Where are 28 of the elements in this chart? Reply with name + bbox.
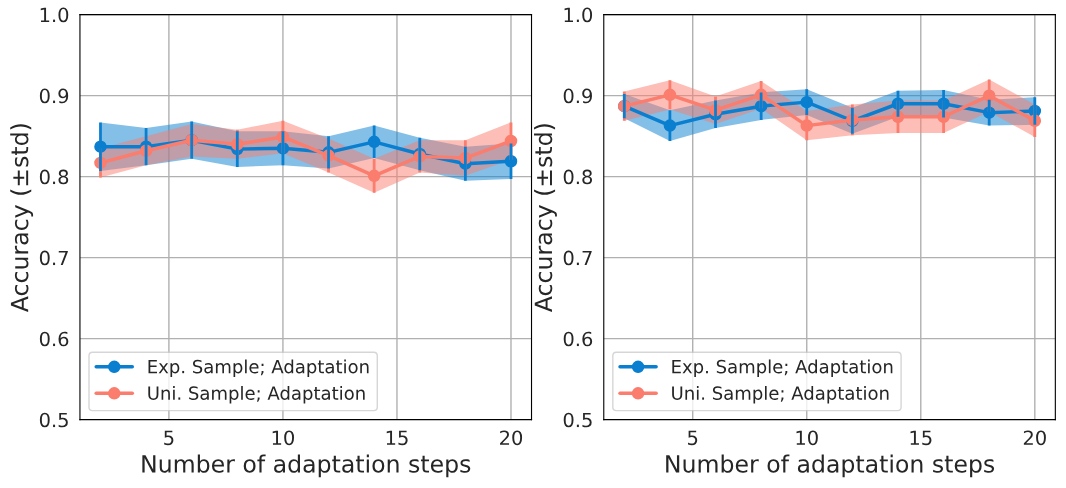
- y-tick-label: 1.0: [564, 7, 593, 23]
- y-tick-label: 0.5: [39, 412, 68, 428]
- x-axis-title: Number of adaptation steps: [142, 454, 471, 478]
- x-axis-title: Number of adaptation steps: [666, 454, 995, 478]
- legend-label: Exp. Sample; Adaptation: [148, 359, 369, 377]
- legend-label: Exp. Sample; Adaptation: [672, 359, 893, 377]
- x-tick-label: 20: [1023, 430, 1046, 446]
- y-axis-title: Accuracy (±std): [534, 124, 557, 312]
- x-tick-label: 5: [164, 430, 174, 446]
- y-tick-label: 0.6: [563, 331, 593, 347]
- y-tick-label: 0.9: [563, 88, 592, 104]
- y-tick-label: 0.7: [39, 250, 68, 266]
- x-tick-label: 15: [910, 430, 932, 446]
- y-tick-label: 0.6: [39, 331, 69, 347]
- x-tick-label: 10: [796, 430, 818, 446]
- y-tick-label: 0.8: [563, 169, 593, 185]
- legend-label: Uni. Sample; Adaptation: [672, 385, 889, 404]
- x-tick-label: 5: [688, 430, 698, 446]
- x-tick-label: 20: [500, 430, 523, 446]
- y-tick-label: 0.7: [563, 250, 592, 266]
- y-tick-label: 0.9: [39, 88, 69, 104]
- x-tick-label: 15: [386, 430, 408, 446]
- y-tick-label: 1.0: [40, 7, 69, 23]
- y-tick-label: 0.8: [39, 169, 69, 185]
- y-axis-title: Accuracy (±std): [10, 124, 34, 312]
- legend-label: Uni. Sample; Adaptation: [148, 385, 365, 404]
- y-tick-label: 0.5: [563, 412, 592, 428]
- x-tick-label: 10: [272, 430, 295, 446]
